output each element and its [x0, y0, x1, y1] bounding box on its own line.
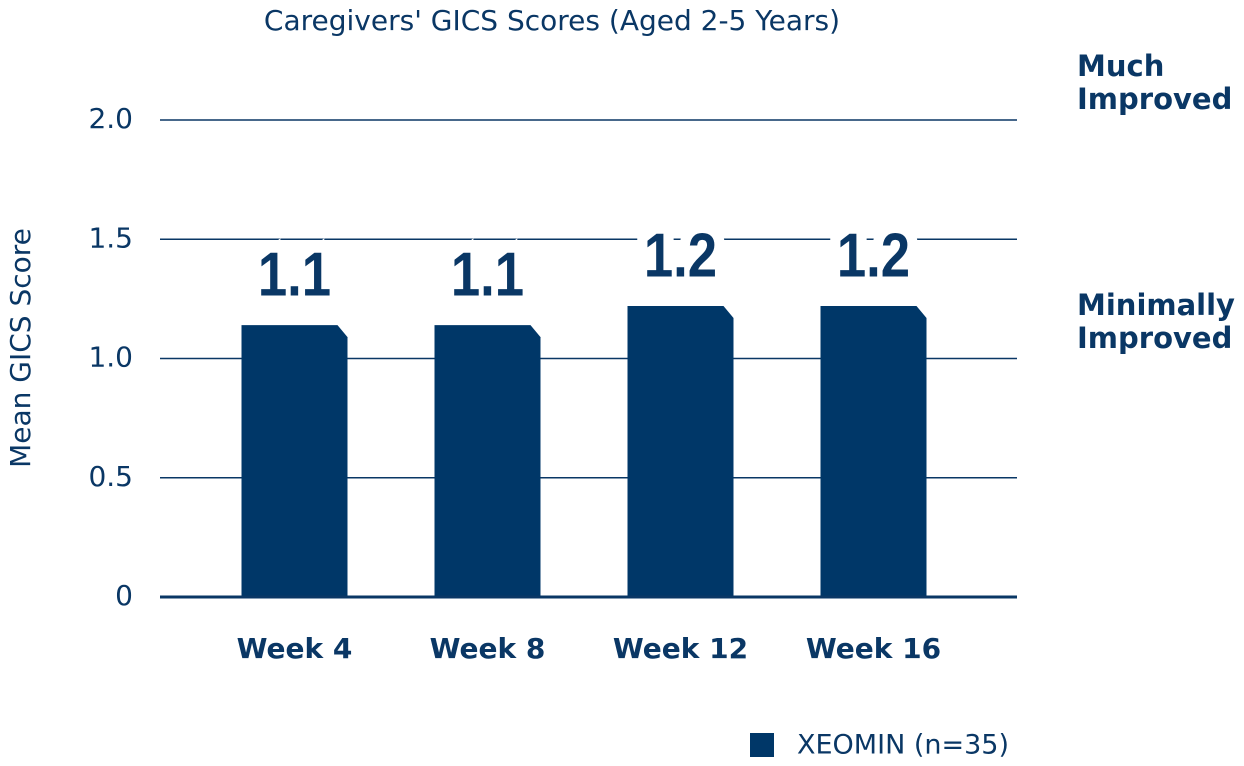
data-label: 1.1: [451, 241, 524, 310]
x-tick-label: Week 12: [613, 632, 748, 665]
y-tick-label: 1.5: [88, 221, 133, 254]
legend-swatch: [750, 733, 774, 757]
x-tick-label: Week 8: [430, 632, 546, 665]
bar: [820, 306, 927, 597]
x-tick-label: Week 16: [806, 632, 941, 665]
y-tick-label: 0: [115, 579, 133, 612]
legend-label: XEOMIN (n=35): [797, 730, 1009, 761]
y-tick-label: 0.5: [88, 460, 133, 493]
annotation: Minimally Improved: [1077, 287, 1235, 355]
bar: [434, 325, 541, 597]
chart-title: Caregivers' GICS Scores (Aged 2-5 Years): [264, 4, 840, 37]
y-axis-label: Mean GICS Score: [4, 228, 37, 468]
x-tick-label: Week 4: [237, 632, 353, 665]
y-tick-label: 1.0: [88, 341, 133, 374]
data-label: 1.1: [258, 241, 331, 310]
data-label: 1.2: [837, 221, 910, 290]
annotation: Much Improved: [1077, 49, 1233, 116]
bar: [241, 325, 348, 597]
y-tick-label: 2.0: [88, 102, 133, 135]
data-label: 1.2: [644, 221, 717, 290]
bar: [627, 306, 734, 597]
